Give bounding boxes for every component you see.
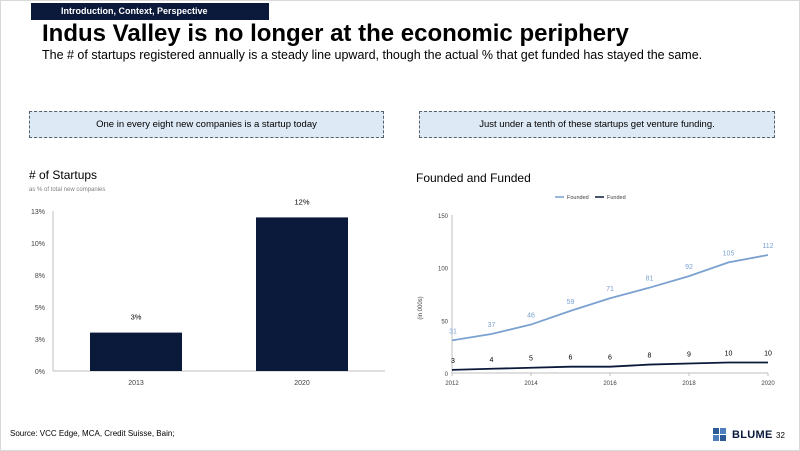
line-x-tick-label: 2012 (445, 381, 459, 387)
page-title: Indus Valley is no longer at the economi… (42, 20, 629, 47)
line-x-tick-label: 2020 (761, 381, 775, 387)
page-number: 32 (776, 431, 785, 440)
page-subtitle: The # of startups registered annually is… (42, 48, 703, 62)
line-data-label-funded: 6 (608, 355, 612, 362)
line-data-label-funded: 3 (451, 358, 455, 365)
callout-left-text: One in every eight new companies is a st… (96, 119, 317, 130)
bar-y-tick-label: 10% (31, 241, 45, 248)
bar-y-tick-label: 13% (31, 209, 45, 216)
line-y-axis-label: (in 000s) (418, 296, 424, 319)
line-data-label-funded: 9 (687, 352, 691, 359)
brand-logo: BLUME (713, 428, 773, 442)
line-y-tick-label: 150 (438, 214, 449, 220)
source-note: Source: VCC Edge, MCA, Credit Suisse, Ba… (10, 429, 175, 438)
line-data-label-founded: 112 (762, 243, 773, 250)
line-data-label-founded: 59 (567, 299, 575, 306)
line-y-tick-label: 0 (445, 372, 449, 378)
bar-y-tick-label: 0% (35, 369, 45, 376)
bar-x-tick-label: 2020 (294, 380, 310, 387)
line-data-label-funded: 8 (648, 353, 652, 360)
bar-chart-title: # of Startups (29, 168, 98, 182)
line-x-tick-label: 2016 (603, 381, 617, 387)
callout-right: Just under a tenth of these startups get… (419, 111, 775, 138)
bar-y-tick-label: 8% (35, 273, 45, 280)
bar-value-label: 12% (294, 197, 309, 206)
line-data-label-founded: 46 (527, 313, 535, 320)
line-data-label-founded: 71 (606, 286, 614, 293)
line-data-label-founded: 31 (449, 328, 457, 335)
line-data-label-funded: 10 (764, 350, 772, 357)
bar-y-tick-label: 5% (35, 305, 45, 312)
legend-label-founded: Founded (567, 195, 589, 201)
bar-chart: 0% 3% 5% 8% 10% 13% 3% 2013 12% 2020 (31, 197, 385, 387)
callout-left: One in every eight new companies is a st… (29, 111, 384, 138)
line-data-label-founded: 92 (685, 264, 693, 271)
line-y-tick-label: 100 (438, 267, 449, 273)
brand-name: BLUME (732, 429, 773, 441)
line-data-label-founded: 105 (723, 250, 735, 257)
legend-label-funded: Funded (607, 195, 626, 201)
blume-logo-icon (713, 428, 726, 441)
line-data-label-funded: 6 (569, 355, 573, 362)
line-x-tick-label: 2018 (682, 381, 696, 387)
line-data-label-funded: 10 (725, 350, 733, 357)
bar-y-tick-label: 3% (35, 337, 45, 344)
bar-x-tick-label: 2013 (128, 380, 144, 387)
bar-2013 (90, 332, 182, 371)
line-series-funded (451, 361, 768, 371)
line-y-tick-label: 50 (441, 319, 448, 325)
callout-right-text: Just under a tenth of these startups get… (479, 119, 715, 130)
line-chart-title: Founded and Funded (416, 171, 531, 185)
bar-value-label: 3% (131, 313, 142, 322)
line-data-label-funded: 5 (529, 356, 533, 363)
bar-chart-subtitle: as % of total new companies (29, 187, 106, 193)
line-chart: 0 50 100 150 2012 2014 2016 2018 2020 (in 000s) Fo… (418, 195, 775, 387)
section-tag: Introduction, Context, Perspective (31, 3, 269, 20)
bar-2020 (256, 217, 348, 371)
line-data-label-founded: 81 (646, 276, 654, 283)
line-series-founded (451, 254, 769, 342)
line-data-label-founded: 37 (488, 322, 496, 329)
line-data-label-funded: 4 (490, 357, 494, 364)
line-x-tick-label: 2014 (524, 381, 538, 387)
